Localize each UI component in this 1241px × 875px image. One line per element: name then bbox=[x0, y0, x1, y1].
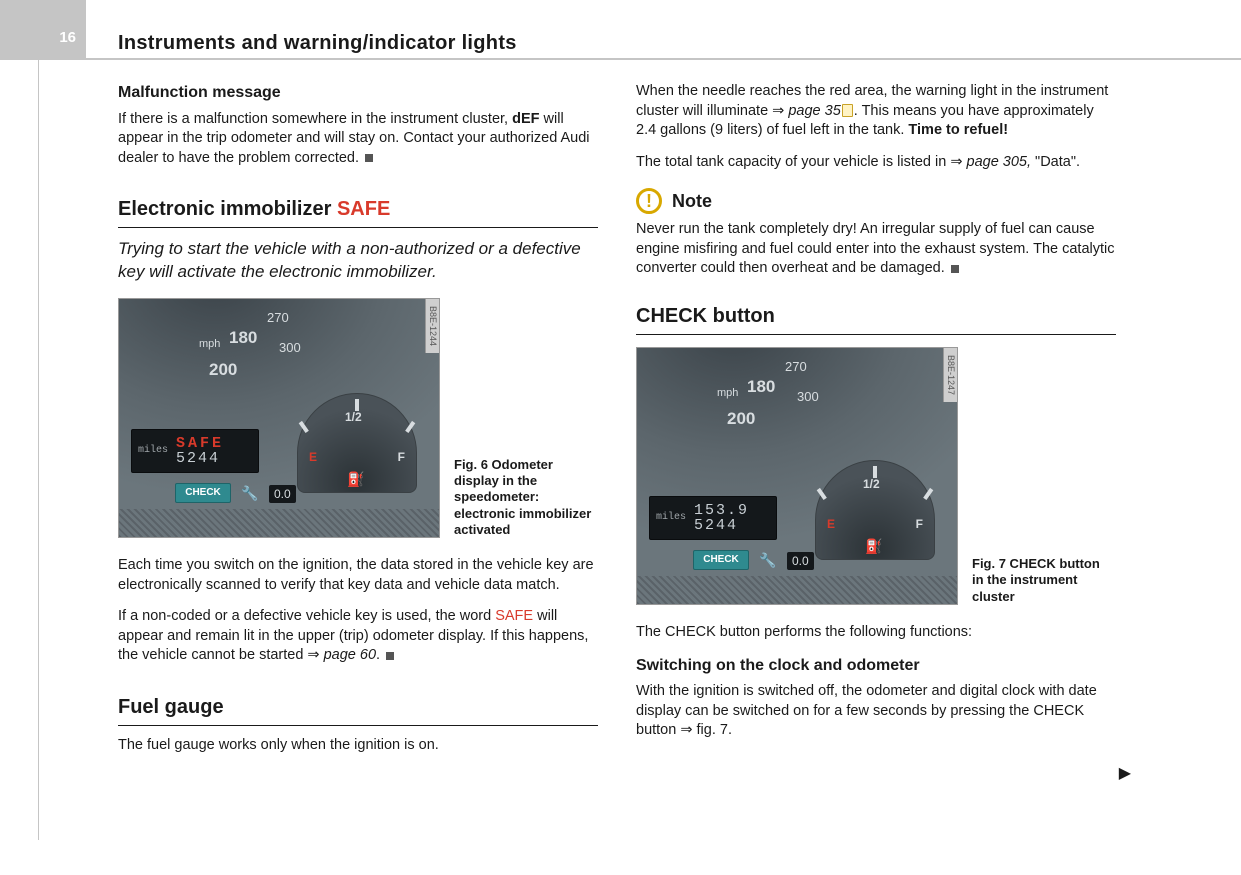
speed-300: 300 bbox=[797, 388, 819, 406]
trip-zero: 0.0 bbox=[269, 485, 296, 503]
fuel-pump-icon: ⛽ bbox=[865, 537, 882, 556]
text: . bbox=[376, 647, 380, 663]
image-code-tab: B8E-1247 bbox=[943, 348, 957, 402]
fuel-f: F bbox=[398, 449, 405, 465]
right-column: When the needle reaches the red area, th… bbox=[636, 82, 1116, 753]
immobilizer-heading: Electronic immobilizer SAFE bbox=[118, 196, 598, 228]
figure-6-caption: Fig. 6 Odometer display in the speedomet… bbox=[454, 457, 594, 538]
end-square-icon bbox=[386, 652, 394, 660]
immo-paragraph-2: If a non-coded or a defective vehicle ke… bbox=[118, 607, 598, 666]
fuel-f: F bbox=[916, 516, 923, 532]
wrench-icon: 🔧 bbox=[241, 484, 258, 503]
check-button-heading: CHECK button bbox=[636, 303, 1116, 335]
dash-texture bbox=[637, 576, 957, 604]
fuel-half: 1/2 bbox=[863, 476, 880, 492]
check-button-graphic: CHECK bbox=[175, 483, 231, 503]
speed-200: 200 bbox=[727, 408, 755, 431]
text: "Data". bbox=[1031, 154, 1080, 170]
figure-7-caption: Fig. 7 CHECK button in the instrument cl… bbox=[972, 556, 1112, 605]
fuel-e: E bbox=[309, 449, 317, 465]
continue-arrow-icon: ▶ bbox=[1119, 763, 1131, 783]
fuel-pump-icon: ⛽ bbox=[347, 470, 364, 489]
speed-200: 200 bbox=[209, 359, 237, 382]
page-number-block: 16 bbox=[0, 0, 86, 60]
odo-total: 5244 bbox=[176, 451, 224, 466]
text: If there is a malfunction somewhere in t… bbox=[118, 111, 512, 127]
text: Never run the tank completely dry! An ir… bbox=[636, 221, 1115, 276]
odometer-display: miles SAFE 5244 bbox=[131, 429, 259, 473]
dash-texture bbox=[119, 509, 439, 537]
tick bbox=[873, 466, 877, 478]
figure-6: 270 180 300 200 mph miles SAFE 5244 CHEC… bbox=[118, 298, 598, 538]
malfunction-paragraph: If there is a malfunction somewhere in t… bbox=[118, 110, 598, 169]
left-column: Malfunction message If there is a malfun… bbox=[118, 82, 598, 768]
heading-text: Electronic immobilizer bbox=[118, 198, 337, 220]
page-ref-icon bbox=[842, 104, 853, 117]
page-ref: page 305, bbox=[967, 154, 1032, 170]
fuel-gauge-heading: Fuel gauge bbox=[118, 694, 598, 726]
immobilizer-intro: Trying to start the vehicle with a non-a… bbox=[118, 238, 598, 284]
end-square-icon bbox=[365, 154, 373, 162]
cluster-illustration-fig6: 270 180 300 200 mph miles SAFE 5244 CHEC… bbox=[118, 298, 440, 538]
note-label: Note bbox=[672, 189, 712, 213]
immo-paragraph-1: Each time you switch on the ignition, th… bbox=[118, 556, 598, 595]
text: The total tank capacity of your vehicle … bbox=[636, 154, 967, 170]
cluster-illustration-fig7: 270 180 300 200 mph miles 153.9 5244 CHE… bbox=[636, 347, 958, 605]
fuel-warning-paragraph: When the needle reaches the red area, th… bbox=[636, 82, 1116, 141]
fuel-e: E bbox=[827, 516, 835, 532]
speed-180: 180 bbox=[229, 327, 257, 350]
mph-label: mph bbox=[199, 337, 220, 352]
page-number: 16 bbox=[59, 29, 76, 46]
page-ref: page 60 bbox=[324, 647, 376, 663]
trip-zero: 0.0 bbox=[787, 552, 814, 570]
left-margin-rule bbox=[38, 60, 39, 840]
odo-trip: 153.9 bbox=[694, 503, 749, 518]
fuel-gauge-graphic: 1/2 E F ⛽ bbox=[815, 460, 935, 560]
switching-paragraph: With the ignition is switched off, the o… bbox=[636, 682, 1116, 741]
figure-7: 270 180 300 200 mph miles 153.9 5244 CHE… bbox=[636, 347, 1116, 605]
note-paragraph: Never run the tank completely dry! An ir… bbox=[636, 220, 1116, 279]
def-code: dEF bbox=[512, 111, 539, 127]
odometer-display: miles 153.9 5244 bbox=[649, 496, 777, 540]
speed-270: 270 bbox=[785, 358, 807, 376]
page-ref: page 35 bbox=[788, 103, 840, 119]
speed-270: 270 bbox=[267, 309, 289, 327]
safe-label: SAFE bbox=[337, 198, 390, 220]
page-title: Instruments and warning/indicator lights bbox=[118, 32, 517, 55]
speed-180: 180 bbox=[747, 376, 775, 399]
caution-icon: ! bbox=[636, 188, 662, 214]
fuel-paragraph: The fuel gauge works only when the ignit… bbox=[118, 736, 598, 756]
time-to-refuel: Time to refuel! bbox=[908, 122, 1008, 138]
end-square-icon bbox=[951, 265, 959, 273]
safe-inline: SAFE bbox=[495, 608, 533, 624]
tank-capacity-paragraph: The total tank capacity of your vehicle … bbox=[636, 153, 1116, 173]
text: If a non-coded or a defective vehicle ke… bbox=[118, 608, 495, 624]
malfunction-heading: Malfunction message bbox=[118, 82, 598, 104]
miles-label: miles bbox=[656, 511, 686, 525]
odo-safe: SAFE bbox=[176, 436, 224, 451]
fuel-gauge-graphic: 1/2 E F ⛽ bbox=[297, 393, 417, 493]
odo-total: 5244 bbox=[694, 518, 749, 533]
speed-300: 300 bbox=[279, 339, 301, 357]
miles-label: miles bbox=[138, 444, 168, 458]
header-rule bbox=[86, 58, 1241, 60]
fuel-half: 1/2 bbox=[345, 409, 362, 425]
check-paragraph-1: The CHECK button performs the following … bbox=[636, 623, 1116, 643]
mph-label: mph bbox=[717, 386, 738, 401]
check-button-graphic: CHECK bbox=[693, 550, 749, 570]
tick bbox=[355, 399, 359, 411]
note-heading: ! Note bbox=[636, 188, 1116, 214]
wrench-icon: 🔧 bbox=[759, 551, 776, 570]
image-code-tab: B8E-1244 bbox=[425, 299, 439, 353]
switching-heading: Switching on the clock and odometer bbox=[636, 655, 1116, 677]
